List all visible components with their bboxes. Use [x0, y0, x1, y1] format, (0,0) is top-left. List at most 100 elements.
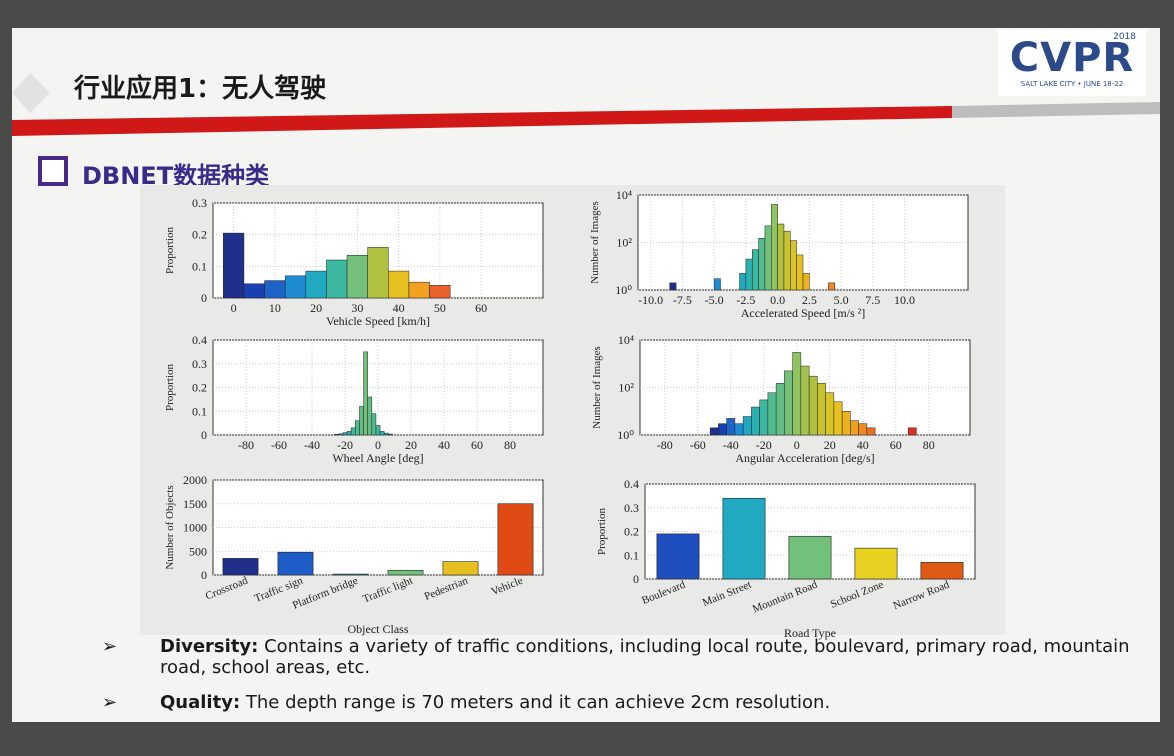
y-tick-label: 0: [633, 572, 639, 586]
bar: [656, 533, 700, 580]
bar: [790, 240, 797, 291]
bar: [739, 273, 747, 291]
bar: [777, 223, 785, 291]
y-tick-label: 0.2: [192, 228, 207, 242]
bar: [817, 383, 826, 436]
bar: [359, 406, 364, 436]
bar: [920, 562, 964, 580]
bar: [305, 270, 327, 299]
y-tick-label: 1500: [183, 497, 207, 511]
y-tick-label: 500: [189, 544, 207, 558]
x-tick-label: 2.5: [802, 293, 817, 307]
y-tick-label: 1000: [183, 521, 207, 535]
bar: [223, 232, 245, 299]
x-tick-label: -80: [238, 438, 254, 452]
x-tick-label: School Zone: [829, 579, 885, 611]
x-tick-label: 40: [438, 438, 450, 452]
x-tick-label: 10: [269, 301, 281, 315]
y-tick-label: 0: [201, 291, 207, 305]
bar: [379, 431, 385, 436]
x-tick-label: 30: [351, 301, 363, 315]
bar: [363, 351, 368, 436]
x-axis-label: Wheel Angle [deg]: [332, 451, 423, 465]
diamond: [12, 73, 50, 113]
bar: [802, 273, 810, 291]
bar: [751, 249, 759, 291]
y-tick-label: 0.3: [192, 196, 207, 210]
x-tick-label: 60: [890, 438, 902, 452]
bar: [338, 433, 344, 436]
bar: [775, 383, 785, 436]
x-tick-label: -10.0: [638, 293, 663, 307]
bullet-marker: ➢: [102, 692, 118, 713]
logo-text: CVPR: [1009, 35, 1135, 81]
logo: 2018 CVPR SALT LAKE CITY • JUNE 18-22: [998, 30, 1146, 96]
x-tick-label: -80: [657, 438, 673, 452]
x-tick-label: Mountain Road: [751, 578, 820, 615]
bar: [346, 255, 368, 299]
chart: 0 500 1000 1500 2000 Number of Objects Crossro…: [164, 473, 544, 636]
x-tick-label: -40: [723, 438, 739, 452]
section-icon: [38, 156, 68, 186]
x-tick-label: 80: [923, 438, 935, 452]
bar: [854, 547, 898, 580]
bar: [367, 396, 373, 436]
y-tick-label: 10²: [616, 236, 632, 250]
bar: [284, 275, 307, 299]
bar: [828, 282, 835, 291]
bar: [346, 431, 352, 436]
logo-caption: SALT LAKE CITY • JUNE 18-22: [1020, 80, 1124, 88]
x-tick-label: -40: [304, 438, 320, 452]
x-tick-label: 0.0: [770, 293, 785, 307]
slide-title: 行业应用1：无人驾驶: [74, 74, 327, 104]
bar: [726, 418, 736, 436]
x-tick-label: 50: [434, 301, 446, 315]
bar: [334, 434, 340, 436]
bullet-text: The depth range is 70 meters and it can …: [245, 692, 831, 713]
bar: [277, 551, 314, 576]
x-axis-label: Angular Acceleration [deg/s]: [735, 451, 874, 465]
y-axis-label: Number of Images: [589, 201, 601, 283]
chart: 10⁰ 10² 10⁴ Number of Images -10.0 -7.5 -5.0 -2…: [589, 188, 969, 320]
chart: 0 0.1 0.2 0.3 Proportion 0 10 20 30 40 50 60 Vehicle…: [164, 196, 544, 328]
bar: [243, 283, 265, 299]
bar: [332, 573, 369, 576]
y-tick-label: 2000: [183, 473, 207, 487]
y-tick-label: 0.1: [624, 548, 639, 562]
bar: [355, 420, 360, 436]
y-axis-label: Number of Objects: [164, 485, 176, 569]
bar: [751, 406, 760, 436]
bar: [771, 204, 778, 291]
bar: [866, 427, 876, 436]
y-axis-label: Proportion: [164, 363, 176, 411]
x-tick-label: 60: [471, 438, 483, 452]
bar: [442, 561, 479, 576]
bar: [709, 427, 719, 436]
bar: [371, 413, 377, 436]
bar: [833, 401, 843, 436]
bullet: ➢ Diversity: Contains a variety of traff…: [102, 636, 1142, 678]
x-tick-label: -20: [756, 438, 772, 452]
bar: [367, 247, 389, 299]
bullet: ➢ Quality: The depth range is 70 meters …: [102, 692, 1142, 713]
x-tick-label: -5.0: [705, 293, 724, 307]
x-tick-label: 20: [310, 301, 322, 315]
x-tick-label: -60: [271, 438, 287, 452]
y-tick-label: 0.4: [192, 333, 207, 347]
x-tick-label: 7.5: [865, 293, 880, 307]
y-tick-label: 0: [201, 568, 207, 582]
y-tick-label: 10⁰: [615, 283, 632, 297]
bullet-marker: ➢: [102, 636, 118, 657]
x-tick-label: Main Street: [701, 579, 753, 609]
bar: [764, 225, 772, 291]
x-tick-label: 40: [857, 438, 869, 452]
y-tick-label: 10⁴: [616, 188, 632, 202]
y-tick-label: 10⁴: [618, 333, 634, 347]
x-tick-label: 0: [794, 438, 800, 452]
x-tick-label: -20: [337, 438, 353, 452]
bar: [734, 423, 744, 436]
bar: [669, 282, 677, 291]
x-tick-label: 80: [504, 438, 516, 452]
y-tick-label: 0.3: [624, 501, 639, 515]
